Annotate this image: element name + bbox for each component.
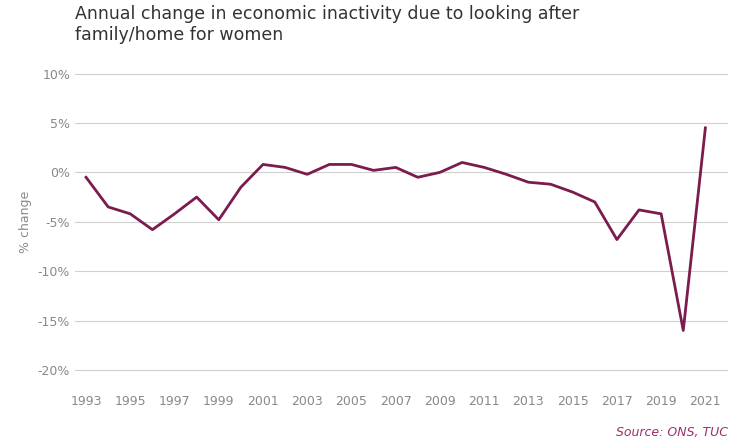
Y-axis label: % change: % change [20, 191, 32, 253]
Text: Source: ONS, TUC: Source: ONS, TUC [616, 426, 728, 439]
Text: Annual change in economic inactivity due to looking after
family/home for women: Annual change in economic inactivity due… [75, 5, 579, 44]
